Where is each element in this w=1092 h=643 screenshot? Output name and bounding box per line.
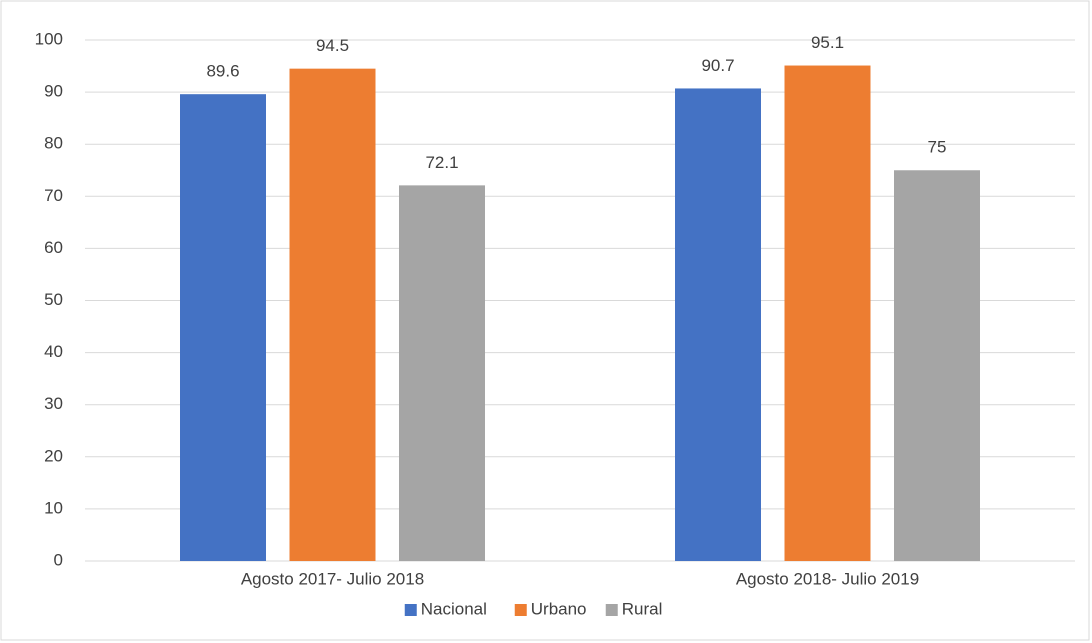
y-tick-label: 50 (44, 290, 63, 309)
x-tick-label: Agosto 2017- Julio 2018 (241, 569, 424, 588)
legend-label: Urbano (531, 599, 587, 618)
y-tick-label: 0 (54, 550, 63, 569)
y-tick-label: 60 (44, 238, 63, 257)
y-tick-label: 70 (44, 186, 63, 205)
legend-swatch (404, 604, 417, 616)
data-label: 75 (928, 138, 947, 157)
y-tick-label: 30 (44, 394, 63, 413)
legend-swatch (514, 604, 527, 616)
y-tick-label: 40 (44, 342, 63, 361)
bar (399, 185, 485, 561)
y-tick-label: 90 (44, 82, 63, 101)
y-tick-label: 100 (35, 29, 63, 48)
y-tick-label: 80 (44, 134, 63, 153)
legend-label: Rural (622, 599, 663, 618)
bar (180, 94, 266, 562)
legend-label: Nacional (421, 599, 487, 618)
data-label: 94.5 (316, 36, 349, 55)
data-label: 72.1 (425, 153, 458, 172)
bar (675, 88, 761, 561)
data-label: 90.7 (701, 56, 734, 75)
y-tick-label: 10 (44, 498, 63, 517)
y-tick-label: 20 (44, 446, 63, 465)
bar (784, 65, 871, 562)
data-label: 95.1 (811, 33, 844, 52)
legend-swatch (605, 604, 618, 616)
x-tick-label: Agosto 2018- Julio 2019 (736, 569, 919, 588)
bar (894, 170, 980, 561)
data-label: 89.6 (206, 62, 239, 81)
bar (289, 68, 376, 561)
